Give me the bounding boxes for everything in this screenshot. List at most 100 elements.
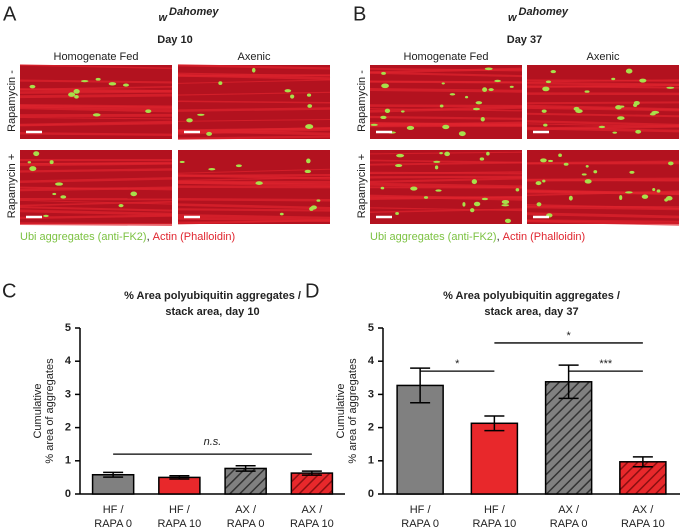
micrograph	[177, 64, 331, 140]
fiber	[177, 213, 331, 220]
aggregate	[179, 160, 185, 163]
chart-title: stack area, day 37	[484, 306, 578, 318]
aggregate	[434, 165, 439, 170]
aggregate	[509, 85, 514, 88]
y-tick-label: 1	[368, 455, 374, 467]
column-label: Axenic	[586, 51, 620, 63]
aggregate	[218, 81, 223, 85]
row-label: Rapamycin -	[6, 70, 18, 132]
fiber	[177, 73, 331, 80]
aggregate	[73, 89, 80, 94]
aggregate	[541, 109, 547, 113]
fiber	[526, 190, 680, 195]
aggregate	[395, 211, 399, 215]
aggregate	[92, 113, 101, 117]
aggregate	[27, 161, 32, 164]
aggregate	[488, 88, 494, 92]
fiber	[526, 205, 680, 211]
fiber	[19, 116, 173, 120]
y-axis-label: Cumulative	[32, 383, 44, 438]
fiber	[526, 104, 680, 111]
legend-separator: ,	[497, 231, 500, 243]
strain: w	[508, 12, 518, 24]
aggregate	[617, 116, 625, 120]
micrograph	[177, 150, 331, 225]
aggregate	[309, 206, 314, 211]
row-label: Rapamycin -	[356, 70, 368, 132]
fiber	[177, 168, 331, 174]
fiber	[177, 79, 331, 84]
aggregate	[486, 151, 490, 156]
x-tick-label: HF /	[169, 504, 191, 516]
aggregate	[543, 123, 548, 127]
aggregate	[444, 151, 450, 157]
aggregate	[197, 113, 205, 116]
aggregate	[625, 191, 633, 194]
x-tick-label: RAPA 10	[290, 518, 334, 530]
aggregate	[619, 105, 625, 108]
fiber	[19, 199, 173, 205]
y-tick-label: 0	[65, 488, 71, 500]
aggregate	[545, 80, 552, 84]
y-tick-label: 5	[65, 322, 71, 334]
fiber	[526, 190, 680, 197]
aggregate	[442, 124, 450, 130]
aggregate	[629, 170, 635, 174]
fiber	[526, 177, 680, 182]
x-tick-label: RAPA 0	[550, 518, 588, 530]
aggregate	[304, 169, 312, 174]
aggregate	[480, 116, 485, 122]
panel-letter: B	[353, 3, 366, 25]
y-tick-label: 5	[368, 322, 374, 334]
fiber	[369, 175, 523, 179]
fiber	[177, 91, 331, 96]
fiber	[19, 89, 173, 94]
aggregate	[130, 191, 138, 197]
aggregate	[381, 83, 389, 89]
aggregate	[501, 204, 510, 207]
fiber	[19, 214, 173, 220]
fiber	[526, 123, 680, 128]
panel-letter: A	[3, 3, 17, 25]
y-tick-label: 4	[368, 355, 375, 367]
aggregate	[433, 160, 441, 163]
aggregate	[494, 79, 501, 83]
legend-green: Ubi aggregates (anti-FK2)	[20, 231, 147, 243]
aggregate	[449, 93, 456, 96]
fiber	[526, 101, 680, 105]
aggregate	[396, 153, 405, 158]
aggregate	[665, 196, 673, 201]
aggregate	[410, 186, 418, 191]
aggregate	[60, 195, 67, 199]
aggregate	[481, 197, 488, 201]
aggregate	[479, 157, 485, 161]
aggregate	[33, 151, 40, 157]
aggregate	[473, 201, 481, 207]
aggregate	[462, 202, 466, 207]
fiber	[526, 83, 680, 89]
column-label: Axenic	[237, 51, 271, 63]
aggregate	[542, 86, 550, 92]
aggregate	[439, 151, 443, 155]
aggregate	[370, 123, 378, 126]
aggregate	[575, 109, 583, 114]
aggregate	[290, 94, 295, 99]
fiber	[526, 106, 680, 112]
micrograph	[526, 65, 680, 139]
micrograph	[19, 64, 173, 139]
x-tick-label: AX /	[235, 504, 257, 516]
aggregate	[619, 195, 623, 200]
fiber	[19, 132, 173, 136]
fiber	[19, 168, 173, 173]
aggregate	[68, 92, 76, 97]
x-tick-label: RAPA 10	[157, 518, 201, 530]
aggregate	[95, 77, 101, 81]
y-tick-label: 2	[65, 422, 71, 434]
aggregate	[306, 93, 312, 97]
aggregate	[535, 181, 542, 186]
aggregate	[550, 70, 556, 74]
aggregate	[635, 129, 642, 134]
legend-red: Actin (Phalloidin)	[503, 231, 586, 243]
